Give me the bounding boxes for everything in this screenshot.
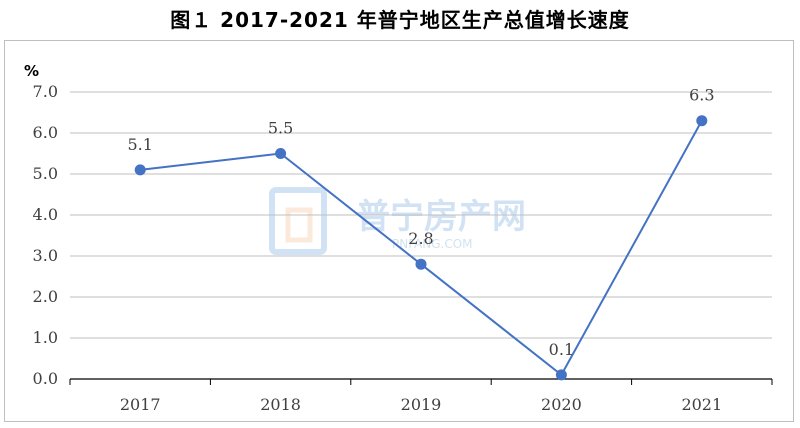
data-label: 2.8 (408, 229, 433, 248)
watermark-logo: 普宁房产网 PNFANG.COM (269, 187, 526, 255)
data-point (696, 115, 708, 127)
data-label: 0.1 (549, 340, 574, 359)
x-tick-label: 2019 (401, 395, 442, 414)
x-tick-label: 2018 (260, 395, 301, 414)
y-tick-labels: 0.0 1.0 2.0 3.0 4.0 5.0 6.0 7.0 (33, 82, 58, 388)
x-tick-label: 2021 (681, 395, 722, 414)
data-label: 5.5 (268, 119, 293, 138)
y-tick-label: 1.0 (33, 328, 58, 347)
data-label: 6.3 (689, 86, 714, 105)
watermark-door-icon (285, 207, 313, 243)
series-line (134, 115, 708, 381)
data-label: 5.1 (127, 135, 152, 154)
data-labels: 5.1 5.5 2.8 0.1 6.3 (127, 86, 714, 359)
data-point (415, 258, 427, 270)
chart-frame (4, 40, 794, 422)
y-tick-label: 7.0 (33, 82, 58, 101)
data-point (555, 369, 567, 381)
watermark-house-icon (269, 187, 327, 255)
x-tick-label: 2020 (541, 395, 582, 414)
y-tick-label: 4.0 (33, 205, 58, 224)
y-tick-label: 6.0 (33, 123, 58, 142)
y-tick-label: 3.0 (33, 246, 58, 265)
watermark-subtext: PNFANG.COM (392, 237, 473, 251)
y-tick-label: 5.0 (33, 164, 58, 183)
y-tick-label: 2.0 (33, 287, 58, 306)
chart-title: 图１ 2017-2021 年普宁地区生产总值增长速度 (170, 8, 630, 32)
data-point (275, 148, 287, 159)
data-point (134, 164, 146, 176)
axes (69, 378, 773, 385)
x-tick-labels: 2017 2018 2019 2020 2021 (120, 395, 722, 414)
watermark-text: 普宁房产网 (356, 197, 526, 237)
y-axis-unit: % (24, 62, 39, 80)
x-tick-label: 2017 (120, 395, 161, 414)
y-tick-label: 0.0 (33, 369, 58, 388)
gridlines (70, 91, 772, 339)
